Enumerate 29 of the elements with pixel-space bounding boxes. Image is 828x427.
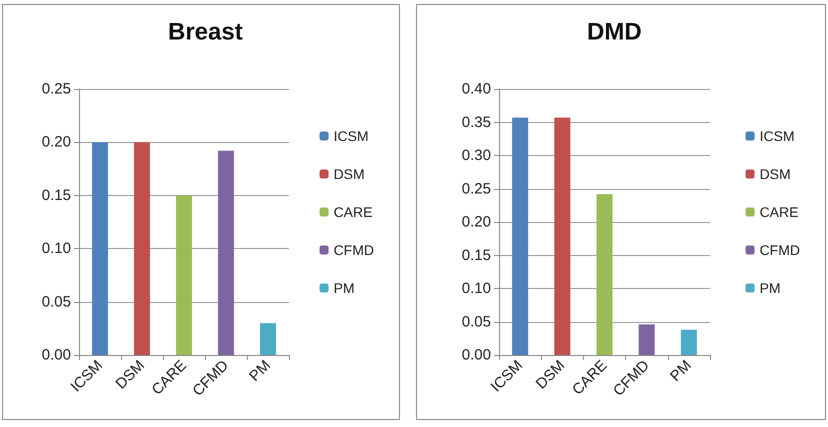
y-tick-label: 0.30 — [462, 147, 491, 164]
y-tick-label: 0.10 — [42, 240, 71, 258]
y-tick-label: 0.20 — [42, 134, 71, 151]
y-tick-label: 0.10 — [462, 280, 491, 297]
y-tick-label: 0.40 — [462, 80, 491, 98]
legend-label: ICSM — [334, 128, 369, 144]
chart-title: Breast — [168, 18, 243, 46]
legend-label: CFMD — [334, 242, 374, 258]
y-tick-label: 0.20 — [462, 214, 491, 230]
legend-label: CARE — [760, 204, 798, 220]
legend-label: ICSM — [760, 128, 795, 144]
legend-label: PM — [760, 280, 781, 296]
y-tick-label: 0.05 — [42, 293, 71, 310]
y-tick-label: 0.15 — [42, 186, 71, 204]
y-tick-label: 0.25 — [462, 180, 491, 198]
x-tick-label: PM — [246, 356, 274, 385]
chart-title: DMD — [587, 18, 642, 46]
legend-label: CFMD — [760, 242, 800, 258]
legend-label: DSM — [334, 166, 365, 182]
y-tick-label: 0.15 — [462, 246, 491, 264]
y-tick-label: 0.05 — [462, 313, 491, 330]
y-tick-label: 0.35 — [462, 114, 491, 131]
x-tick-label: PM — [666, 356, 695, 385]
y-tick-label: 0.00 — [462, 346, 491, 364]
y-tick-label: 0.00 — [42, 346, 71, 364]
legend-label: DSM — [760, 166, 791, 182]
legend-label: CARE — [334, 204, 372, 220]
y-tick-label: 0.25 — [42, 80, 71, 98]
legend-label: PM — [334, 280, 355, 296]
